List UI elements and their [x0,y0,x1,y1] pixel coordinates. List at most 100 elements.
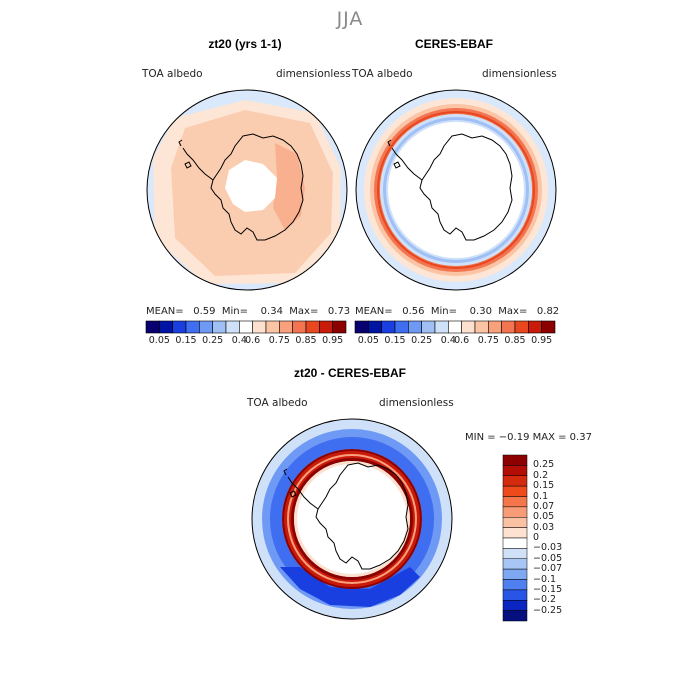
panel-2-colorbar-swatch [408,320,422,334]
panel-1-colorbar-swatch [239,320,253,334]
map2-polar-white [388,122,524,258]
panel-1-colorbar-tick-label: 0.95 [322,335,344,346]
panel-1-colorbar-swatch [319,320,333,334]
panel-2-colorbar-swatch [501,320,516,334]
diff-colorbar-tick-label: −0.03 [533,542,563,554]
panel-1-colorbar-swatch [212,320,227,334]
diff-polar-map [251,418,453,620]
panel-2-colorbar-tick-label: 0.05 [357,335,379,346]
map2-coast-detail [387,139,423,181]
diff-colorbar-labels: 0.25 0.2 0.15 0.1 0.07 0.05 0.03 0 −0.03 −0.05 −0.… [533,455,583,621]
panel-1-colorbar-tick-label: 0.15 [175,335,197,346]
diff-colorbar [502,454,528,622]
panel-1-title: zt20 (yrs 1-1) [208,37,282,51]
diff-colorbar-swatch [502,475,528,487]
diff-colorbar-swatch [502,454,528,466]
panel-2-max-value: 0.82 [536,306,560,317]
diff-colorbar-swatch [502,610,528,622]
panel-2-colorbar-swatch [448,320,462,334]
diff-colorbar-tick-label: 0.25 [533,459,555,471]
map1-plateau-band [273,143,305,230]
panel-1-units-label: dimensionless [276,68,351,80]
diff-colorbar-swatch [502,527,528,539]
panel-1-polar-map [146,89,348,291]
panel-2-stats: MEAN= 0.56 Min= 0.30 Max= 0.82 [355,306,559,317]
panel-2-colorbar-tick-label: 0.95 [531,335,553,346]
panel-1-colorbar-swatch [185,320,200,334]
panel-2-min-label: Min= [430,306,457,317]
panel-1-colorbar-swatch [225,320,240,334]
map2-map-frame [355,89,557,291]
panel-2-colorbar-swatch [461,320,476,334]
diff-colorbar-swatch [502,558,528,570]
diff-colorbar-swatch [502,600,528,611]
diff-colorbar-swatch [502,496,528,508]
panel-1-colorbar-swatch [199,320,213,334]
diff-colorbar-tick-label: −0.2 [533,594,557,606]
diff-colorbar-tick-label: 0 [533,532,540,543]
panel-2-colorbar-swatch [354,320,369,334]
panel-1-colorbar-tick-label: 0.4 [231,335,247,346]
diff-colorbar-swatch [502,568,528,580]
panel-1-stats: MEAN= 0.59 Min= 0.34 Max= 0.73 [146,306,350,317]
diff-variable-label: TOA albedo [247,397,308,409]
panel-1-colorbar-swatch [159,320,173,334]
panel-2-mean-value: 0.56 [402,306,425,317]
panel-1-min-value: 0.34 [260,306,283,317]
diff-colorbar-swatch [502,506,528,518]
map1-antarctica-outline [210,133,304,241]
panel-2-colorbar-swatch [434,320,449,334]
diff-colorbar-tick-label: 0.15 [533,480,555,492]
map1-coast-detail [178,139,214,181]
diff-colorbar-tick-label: −0.15 [533,583,563,595]
diff-colorbar-tick-label: −0.05 [533,552,563,564]
diff-colorbar-tick-label: 0.1 [533,490,549,502]
panel-2-colorbar-swatch [421,320,436,334]
season-title: JJA [336,8,364,30]
panel-2-colorbar-tick-label: 0.85 [504,335,526,346]
diff-colorbar-tick-label: 0.05 [533,511,555,523]
panel-2-colorbar-tick-label: 0.25 [411,335,433,346]
diff-colorbar-swatch [502,517,528,528]
panel-2-units-label: dimensionless [482,68,557,80]
map3-coast-detail [283,468,319,510]
panel-1-max-label: Max= [289,306,319,317]
map2-antarctica-outline [419,133,513,241]
panel-2-colorbar-swatch [488,320,502,334]
diff-colorbar-swatch [502,579,528,591]
diff-min-max: MIN = −0.19 MAX = 0.37 [465,432,592,443]
panel-2-colorbar [354,320,556,334]
panel-2-mean-label: MEAN= [355,306,393,317]
diff-colorbar-tick-label: 0.2 [533,469,549,481]
panel-2-max-label: Max= [498,306,528,317]
panel-2-colorbar-tick-label: 0.75 [477,335,499,346]
diff-colorbar-tick-label: 0.07 [533,500,555,512]
panel-1-colorbar-swatch [332,320,347,334]
diff-colorbar-swatch [502,548,528,559]
diff-colorbar-tick-label: 0.03 [533,521,555,533]
panel-2-colorbar-swatch [368,320,382,334]
diff-colorbar-tick-label: −0.25 [533,604,563,616]
diff-colorbar-swatch [502,537,528,549]
map1-polar-white [225,160,277,212]
diff-colorbar-swatch [502,485,528,497]
panel-1-colorbar-swatch [279,320,293,334]
panel-1-mean-label: MEAN= [146,306,184,317]
panel-1-mean-value: 0.59 [193,306,216,317]
panel-1-colorbar-swatch [292,320,307,334]
panel-2-min-value: 0.30 [469,306,492,317]
panel-1-colorbar-labels: 0.05 0.15 0.25 0.4 0.6 0.75 0.85 0.95 [146,335,346,349]
diff-colorbar-tick-label: −0.1 [533,573,557,585]
panel-2-colorbar-labels: 0.05 0.15 0.25 0.4 0.6 0.75 0.85 0.95 [355,335,555,349]
panel-1-colorbar-swatch [265,320,280,334]
panel-1-colorbar-tick-label: 0.6 [245,335,261,346]
panel-2-polar-map [355,89,557,291]
panel-1-max-value: 0.73 [327,306,351,317]
panel-1-colorbar [145,320,347,334]
panel-1-colorbar-swatch [252,320,267,334]
panel-1-colorbar-swatch [145,320,160,334]
panel-2-colorbar-swatch [394,320,409,334]
map3-polar-white [297,464,407,574]
panel-1-colorbar-swatch [172,320,187,334]
map1-map-frame [146,89,348,291]
